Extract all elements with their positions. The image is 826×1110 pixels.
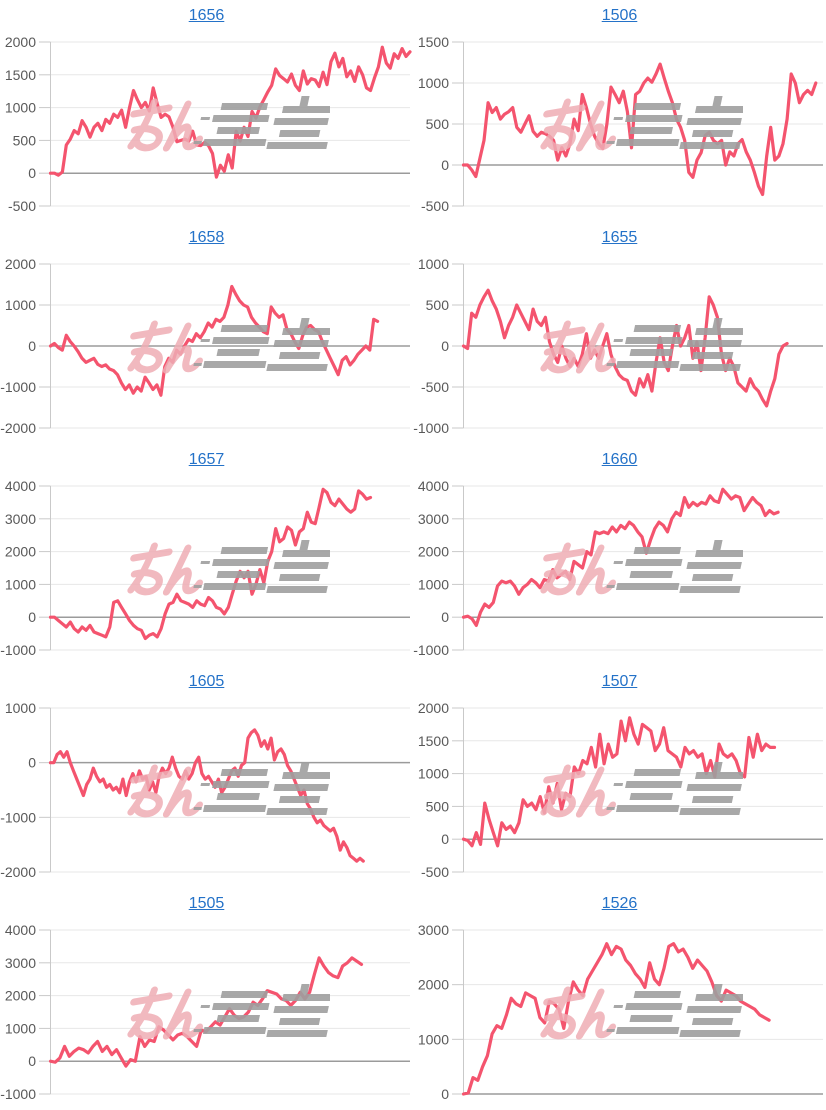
- svg-text:500: 500: [426, 116, 450, 132]
- chart-title-link[interactable]: 1660: [601, 451, 638, 468]
- line-chart: 2000 1000 0 -1000 -2000: [0, 256, 410, 436]
- svg-text:0: 0: [441, 157, 449, 173]
- svg-text:2000: 2000: [418, 977, 449, 993]
- svg-text:1000: 1000: [418, 766, 449, 782]
- svg-text:2000: 2000: [5, 544, 36, 560]
- svg-text:3000: 3000: [5, 955, 36, 971]
- svg-text:-500: -500: [421, 864, 449, 880]
- chart-cell: 1656 2000 1500 1000 500 0 -500: [0, 0, 413, 222]
- svg-text:2000: 2000: [5, 34, 36, 50]
- svg-text:1000: 1000: [5, 100, 36, 116]
- svg-text:0: 0: [28, 755, 36, 771]
- chart-title-link[interactable]: 1656: [188, 7, 225, 24]
- svg-text:4000: 4000: [418, 478, 449, 494]
- chart-cell: 1655 1000 500 0 -500 -1000: [413, 222, 826, 444]
- line-chart: 2000 1500 1000 500 0 -500: [418, 700, 823, 880]
- svg-text:0: 0: [441, 1086, 449, 1102]
- svg-text:0: 0: [28, 609, 36, 625]
- chart-cell: 1505 4000 3000 2000 1000 0 -1000: [0, 888, 413, 1110]
- svg-text:-500: -500: [8, 198, 36, 214]
- line-chart: 1500 1000 500 0 -500: [418, 34, 823, 214]
- chart-title-link[interactable]: 1655: [601, 229, 638, 246]
- svg-text:2000: 2000: [5, 988, 36, 1004]
- svg-text:3000: 3000: [418, 922, 449, 938]
- svg-text:1000: 1000: [5, 576, 36, 592]
- chart-cell: 1506 1500 1000 500 0 -500: [413, 0, 826, 222]
- svg-text:-1000: -1000: [0, 809, 36, 825]
- line-chart: 1000 500 0 -500 -1000: [413, 256, 823, 436]
- svg-text:-2000: -2000: [0, 420, 36, 436]
- svg-text:-2000: -2000: [0, 864, 36, 880]
- svg-text:1000: 1000: [418, 75, 449, 91]
- line-chart: 4000 3000 2000 1000 0 -1000: [0, 922, 410, 1102]
- line-chart: 3000 2000 1000 0: [418, 922, 823, 1102]
- svg-text:-1000: -1000: [0, 642, 36, 658]
- svg-text:0: 0: [441, 609, 449, 625]
- svg-text:1000: 1000: [418, 256, 449, 272]
- svg-text:1500: 1500: [418, 34, 449, 50]
- svg-text:0: 0: [441, 338, 449, 354]
- chart-title-link[interactable]: 1658: [188, 229, 225, 246]
- svg-text:-1000: -1000: [0, 1086, 36, 1102]
- svg-text:-1000: -1000: [413, 420, 449, 436]
- svg-text:1000: 1000: [5, 700, 36, 716]
- svg-text:1000: 1000: [5, 1020, 36, 1036]
- svg-text:2000: 2000: [418, 544, 449, 560]
- chart-title-link[interactable]: 1505: [188, 895, 225, 912]
- svg-text:500: 500: [426, 297, 450, 313]
- svg-text:-500: -500: [421, 198, 449, 214]
- line-chart: 4000 3000 2000 1000 0 -1000: [413, 478, 823, 658]
- chart-title-link[interactable]: 1507: [601, 673, 638, 690]
- chart-title-link[interactable]: 1605: [188, 673, 225, 690]
- svg-text:2000: 2000: [5, 256, 36, 272]
- svg-text:1500: 1500: [5, 67, 36, 83]
- chart-title-link[interactable]: 1506: [601, 7, 638, 24]
- svg-text:1000: 1000: [418, 576, 449, 592]
- svg-text:1000: 1000: [5, 297, 36, 313]
- svg-text:4000: 4000: [5, 478, 36, 494]
- svg-text:-1000: -1000: [413, 642, 449, 658]
- chart-cell: 1658 2000 1000 0 -1000 -2000: [0, 222, 413, 444]
- svg-text:0: 0: [28, 338, 36, 354]
- svg-text:3000: 3000: [5, 511, 36, 527]
- svg-text:1500: 1500: [418, 733, 449, 749]
- chart-title-link[interactable]: 1657: [188, 451, 225, 468]
- chart-cell: 1605 1000 0 -1000 -2000: [0, 666, 413, 888]
- chart-cell: 1526 3000 2000 1000 0: [413, 888, 826, 1110]
- line-chart: 4000 3000 2000 1000 0 -1000: [0, 478, 410, 658]
- svg-text:-1000: -1000: [0, 379, 36, 395]
- svg-text:0: 0: [28, 165, 36, 181]
- svg-text:4000: 4000: [5, 922, 36, 938]
- svg-text:0: 0: [28, 1053, 36, 1069]
- svg-text:2000: 2000: [418, 700, 449, 716]
- svg-text:500: 500: [13, 132, 37, 148]
- svg-text:1000: 1000: [418, 1031, 449, 1047]
- svg-text:-500: -500: [421, 379, 449, 395]
- line-chart: 2000 1500 1000 500 0 -500: [5, 34, 412, 214]
- svg-text:0: 0: [441, 831, 449, 847]
- svg-text:500: 500: [426, 798, 450, 814]
- chart-cell: 1507 2000 1500 1000 500 0 -500: [413, 666, 826, 888]
- chart-cell: 1660 4000 3000 2000 1000 0 -1000: [413, 444, 826, 666]
- chart-cell: 1657 4000 3000 2000 1000 0 -1000: [0, 444, 413, 666]
- line-chart: 1000 0 -1000 -2000: [0, 700, 410, 880]
- chart-title-link[interactable]: 1526: [601, 895, 638, 912]
- svg-text:3000: 3000: [418, 511, 449, 527]
